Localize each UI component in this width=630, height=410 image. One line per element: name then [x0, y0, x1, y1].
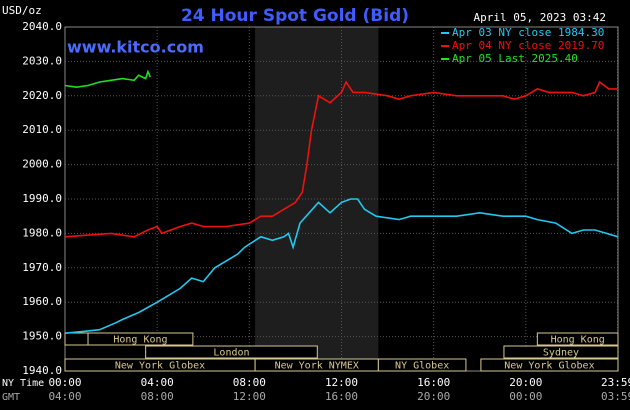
session-label: New York NYMEX [275, 361, 359, 372]
x-tick-label: 08:00 [233, 376, 266, 389]
session-bar [87, 332, 194, 346]
x-tick-label: 12:00 [325, 376, 358, 389]
timestamp: April 05, 2023 03:42 [474, 11, 606, 24]
session-bar [480, 358, 619, 372]
x2-tick-label: 03:59 [601, 390, 630, 403]
session-bar [64, 332, 89, 346]
session-label: NY Globex [395, 361, 449, 372]
x-tick-label: 00:00 [48, 376, 81, 389]
y-tick-label: 1970.0 [22, 261, 62, 274]
legend-entry: Apr 04 NY close 2019.70 [452, 39, 604, 52]
y-tick-label: 1990.0 [22, 192, 62, 205]
x2-tick-label: 12:00 [233, 390, 266, 403]
y-tick-label: 1960.0 [22, 295, 62, 308]
x2-tick-label: 16:00 [325, 390, 358, 403]
x2-tick-label: 08:00 [141, 390, 174, 403]
y-tick-label: 1980.0 [22, 226, 62, 239]
y-tick-label: 2040.0 [22, 20, 62, 33]
legend-entry: Apr 03 NY close 1984.30 [452, 26, 604, 39]
session-label: New York Globex [115, 361, 205, 372]
x2-tick-label: 20:00 [417, 390, 450, 403]
y-tick-label: 2000.0 [22, 158, 62, 171]
x2-tick-label: 00:00 [509, 390, 542, 403]
session-label: Hong Kong [551, 335, 605, 346]
y-tick-label: 1950.0 [22, 330, 62, 343]
session-label: Sydney [543, 348, 579, 359]
series-line [64, 69, 152, 89]
session-label: London [213, 348, 249, 359]
x-axis-label: NY Time [2, 378, 44, 389]
session-bar [503, 345, 619, 359]
chart-title: 24 Hour Spot Gold (Bid) [181, 6, 409, 26]
x-tick-label: 23:59 [601, 376, 630, 389]
x-tick-label: 20:00 [509, 376, 542, 389]
legend-entry: Apr 05 Last 2025.40 [452, 52, 578, 65]
y-tick-label: 1940.0 [22, 364, 62, 377]
watermark: www.kitco.com [67, 38, 204, 57]
y-unit: USD/oz [2, 4, 42, 17]
y-tick-label: 2030.0 [22, 54, 62, 67]
session-label: Hong Kong [113, 335, 167, 346]
y-tick-label: 2010.0 [22, 123, 62, 136]
series-line [64, 80, 618, 238]
session-bar [145, 345, 318, 359]
session-bar [377, 358, 467, 372]
y-tick-label: 2020.0 [22, 89, 62, 102]
series-line [64, 198, 619, 334]
session-label: New York Globex [504, 361, 594, 372]
x-tick-label: 16:00 [417, 376, 450, 389]
x2-axis-label: GMT [2, 392, 20, 403]
x2-tick-label: 04:00 [48, 390, 81, 403]
x-tick-label: 04:00 [141, 376, 174, 389]
session-bar [536, 332, 619, 346]
